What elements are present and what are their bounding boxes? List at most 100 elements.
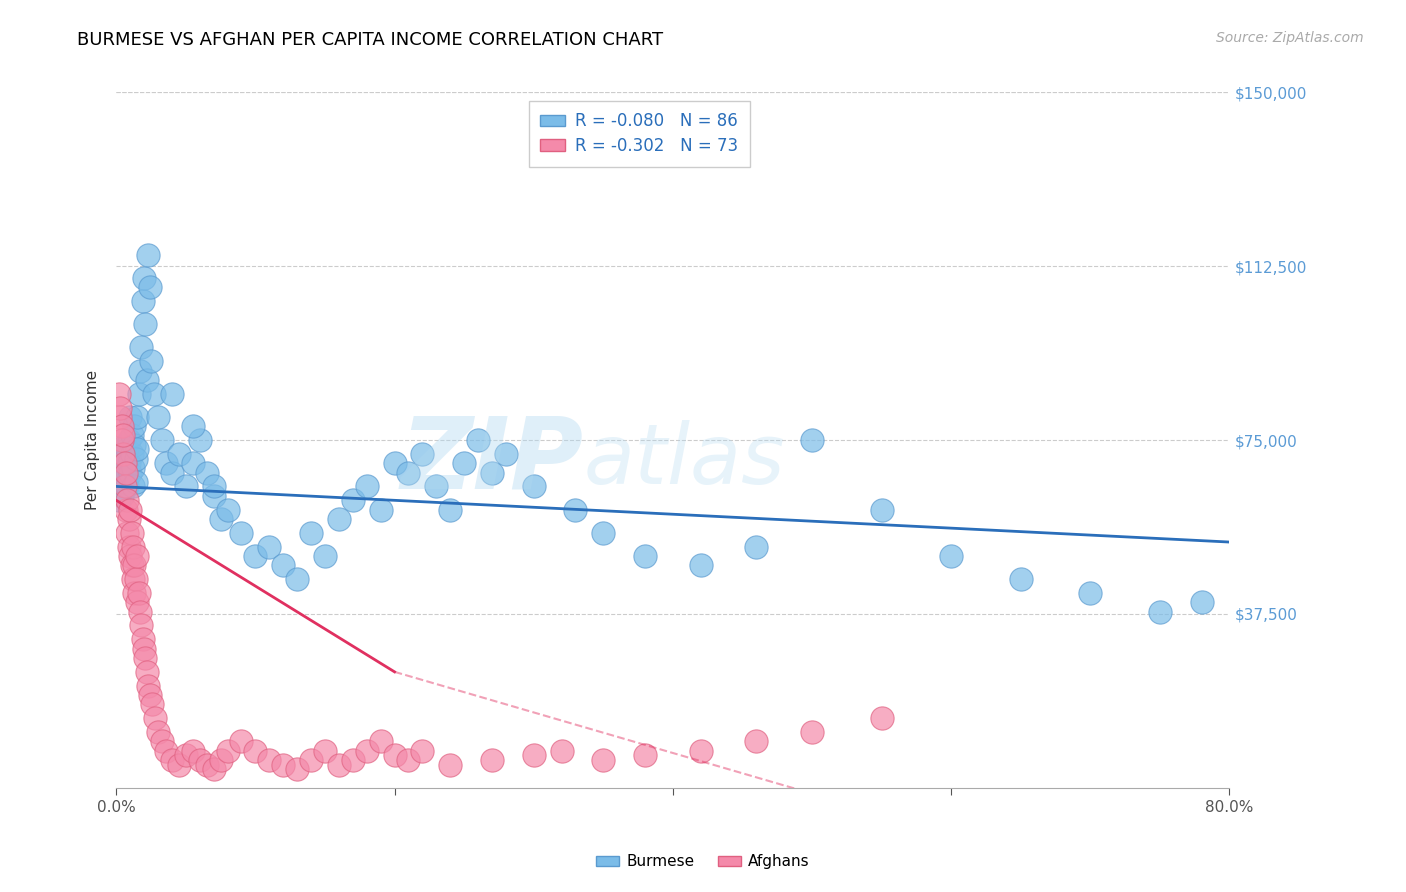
- Point: [202, 479, 225, 493]
- Point: [131, 340, 153, 354]
- Point: [124, 558, 146, 573]
- Point: [120, 549, 142, 563]
- Point: [231, 734, 253, 748]
- Point: [217, 744, 239, 758]
- Point: [453, 456, 475, 470]
- Point: [110, 409, 132, 424]
- Point: [117, 493, 139, 508]
- Point: [634, 549, 657, 563]
- Point: [128, 586, 150, 600]
- Point: [245, 549, 267, 563]
- Point: [114, 461, 136, 475]
- Point: [634, 748, 657, 763]
- Point: [411, 744, 433, 758]
- Point: [481, 753, 503, 767]
- Point: [202, 762, 225, 776]
- Point: [195, 757, 218, 772]
- Point: [181, 456, 204, 470]
- Text: Source: ZipAtlas.com: Source: ZipAtlas.com: [1216, 31, 1364, 45]
- Point: [136, 247, 159, 261]
- Point: [745, 734, 768, 748]
- Point: [132, 270, 155, 285]
- Point: [115, 470, 138, 484]
- Point: [592, 753, 614, 767]
- Point: [110, 479, 132, 493]
- Point: [160, 466, 183, 480]
- Point: [131, 618, 153, 632]
- Point: [155, 456, 177, 470]
- Point: [689, 558, 711, 573]
- Point: [138, 280, 160, 294]
- Point: [231, 525, 253, 540]
- Point: [328, 757, 350, 772]
- Point: [125, 475, 148, 489]
- Point: [128, 386, 150, 401]
- Point: [120, 502, 142, 516]
- Point: [121, 428, 143, 442]
- Point: [120, 466, 142, 480]
- Point: [384, 456, 406, 470]
- Point: [398, 466, 420, 480]
- Point: [114, 479, 136, 493]
- Point: [114, 456, 136, 470]
- Point: [870, 502, 893, 516]
- Point: [134, 317, 156, 331]
- Point: [209, 512, 232, 526]
- Point: [181, 744, 204, 758]
- Point: [138, 688, 160, 702]
- Point: [150, 734, 173, 748]
- Point: [411, 447, 433, 461]
- Point: [139, 354, 162, 368]
- Text: atlas: atlas: [583, 420, 786, 501]
- Point: [592, 525, 614, 540]
- Point: [342, 753, 364, 767]
- Point: [202, 489, 225, 503]
- Point: [114, 438, 136, 452]
- Point: [150, 433, 173, 447]
- Point: [121, 447, 143, 461]
- Point: [127, 442, 149, 457]
- Point: [285, 572, 308, 586]
- Point: [111, 419, 134, 434]
- Point: [356, 744, 378, 758]
- Legend: R = -0.080   N = 86, R = -0.302   N = 73: R = -0.080 N = 86, R = -0.302 N = 73: [529, 101, 751, 167]
- Point: [495, 447, 517, 461]
- Point: [188, 753, 211, 767]
- Point: [122, 540, 145, 554]
- Point: [117, 442, 139, 457]
- Point: [132, 632, 155, 647]
- Y-axis label: Per Capita Income: Per Capita Income: [86, 370, 100, 510]
- Point: [259, 753, 281, 767]
- Point: [112, 447, 135, 461]
- Point: [122, 461, 145, 475]
- Text: ZIP: ZIP: [401, 412, 583, 509]
- Point: [481, 466, 503, 480]
- Point: [124, 438, 146, 452]
- Point: [143, 711, 166, 725]
- Point: [124, 586, 146, 600]
- Point: [112, 428, 135, 442]
- Point: [1149, 605, 1171, 619]
- Point: [523, 479, 546, 493]
- Point: [167, 757, 190, 772]
- Point: [370, 502, 392, 516]
- Point: [1010, 572, 1032, 586]
- Point: [125, 451, 148, 466]
- Point: [108, 386, 131, 401]
- Point: [425, 479, 447, 493]
- Point: [125, 572, 148, 586]
- Point: [299, 525, 322, 540]
- Point: [1191, 595, 1213, 609]
- Point: [132, 293, 155, 308]
- Point: [117, 525, 139, 540]
- Point: [118, 540, 141, 554]
- Point: [132, 641, 155, 656]
- Point: [439, 757, 461, 772]
- Point: [111, 489, 134, 503]
- Point: [467, 433, 489, 447]
- Text: BURMESE VS AFGHAN PER CAPITA INCOME CORRELATION CHART: BURMESE VS AFGHAN PER CAPITA INCOME CORR…: [77, 31, 664, 49]
- Point: [550, 744, 572, 758]
- Legend: Burmese, Afghans: Burmese, Afghans: [591, 848, 815, 875]
- Point: [523, 748, 546, 763]
- Point: [271, 757, 294, 772]
